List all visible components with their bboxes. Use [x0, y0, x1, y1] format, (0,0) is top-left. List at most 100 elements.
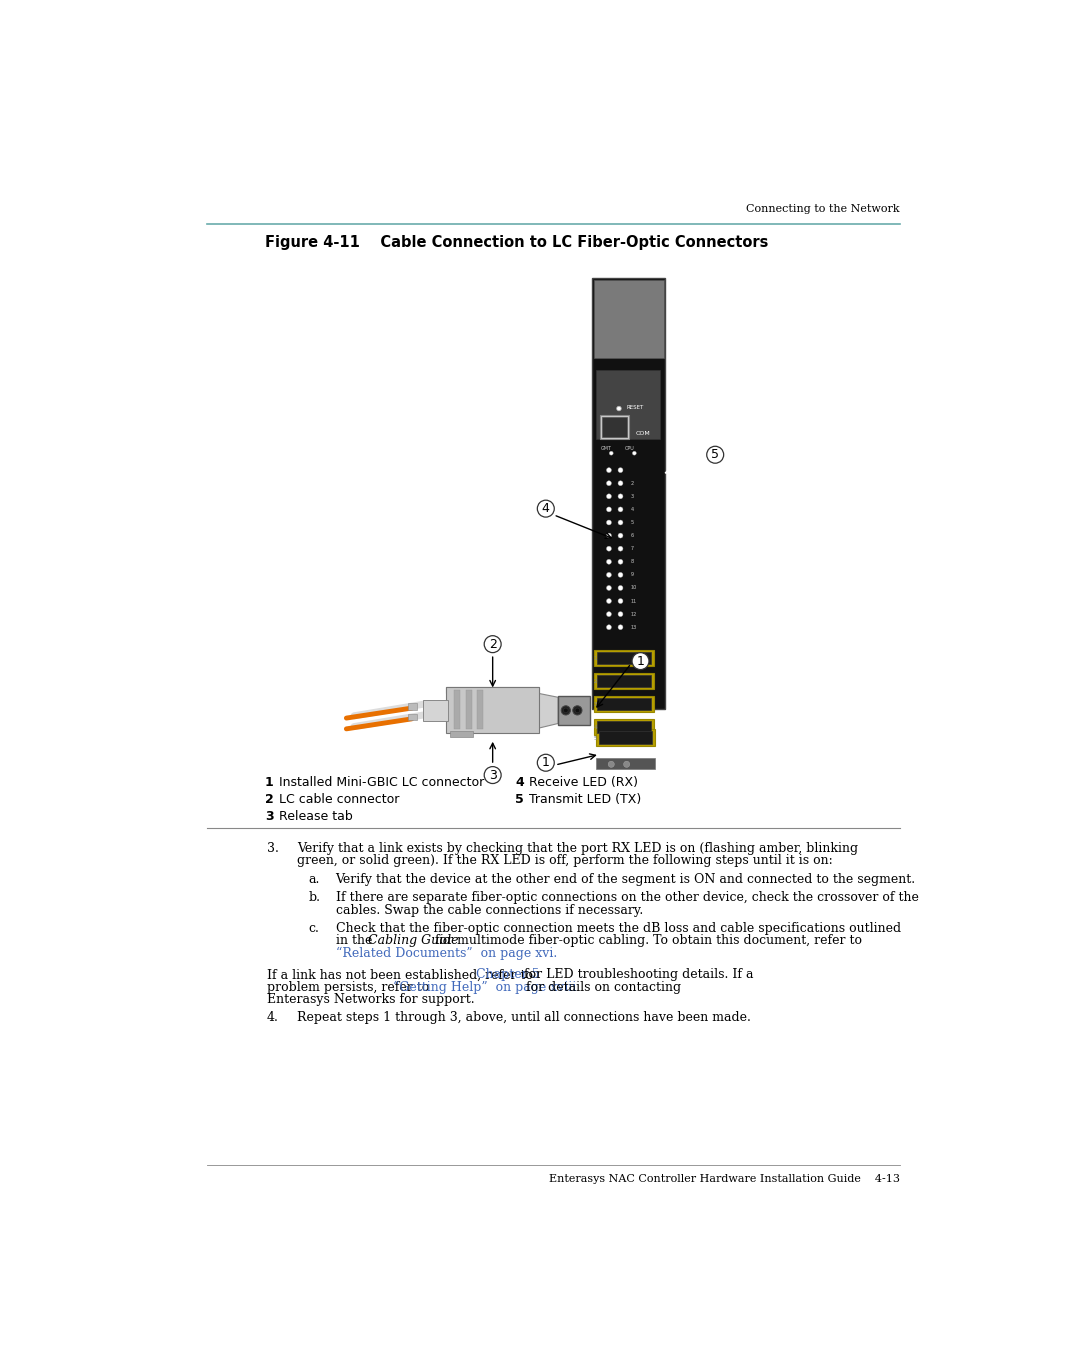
Text: green, or solid green). If the RX LED is off, perform the following steps until : green, or solid green). If the RX LED is…: [297, 854, 833, 868]
Text: c.: c.: [309, 922, 320, 936]
Circle shape: [607, 546, 611, 551]
Text: 1: 1: [594, 656, 597, 660]
Bar: [558, 696, 591, 726]
Circle shape: [538, 754, 554, 771]
Text: a.: a.: [309, 873, 320, 885]
Bar: [596, 758, 656, 769]
Circle shape: [618, 468, 623, 472]
Circle shape: [618, 546, 623, 551]
Text: 4: 4: [631, 507, 634, 512]
Bar: [599, 731, 652, 745]
Text: Verify that a link exists by checking that the port RX LED is on (flashing amber: Verify that a link exists by checking th…: [297, 842, 859, 855]
Text: 12: 12: [631, 611, 637, 617]
Text: Figure 4-11    Cable Connection to LC Fiber-Optic Connectors: Figure 4-11 Cable Connection to LC Fiber…: [265, 235, 768, 250]
Text: RESET: RESET: [626, 405, 644, 411]
Text: cables. Swap the cable connections if necessary.: cables. Swap the cable connections if ne…: [336, 903, 643, 917]
Text: for multimode fiber-optic cabling. To obtain this document, refer to: for multimode fiber-optic cabling. To ob…: [431, 934, 862, 948]
Bar: [597, 652, 650, 664]
Bar: [594, 719, 653, 735]
Text: 1: 1: [636, 655, 645, 667]
Circle shape: [607, 625, 611, 630]
Circle shape: [607, 494, 611, 499]
Bar: [455, 690, 460, 728]
Circle shape: [633, 451, 636, 456]
Text: 2: 2: [631, 480, 634, 486]
Text: 12: 12: [631, 611, 637, 617]
Text: “Related Documents”  on page xvi.: “Related Documents” on page xvi.: [336, 947, 557, 960]
Circle shape: [572, 705, 582, 715]
Bar: [597, 698, 650, 711]
Circle shape: [607, 611, 611, 617]
Circle shape: [575, 708, 580, 712]
Polygon shape: [519, 690, 558, 732]
Text: LC cable connector: LC cable connector: [279, 792, 399, 806]
Text: 5: 5: [515, 792, 524, 806]
Text: 10: 10: [631, 585, 637, 591]
Circle shape: [607, 585, 611, 591]
Text: 2: 2: [489, 637, 497, 651]
Circle shape: [623, 761, 630, 768]
Circle shape: [484, 636, 501, 652]
Text: 4: 4: [631, 507, 634, 512]
Text: Verify that the device at the other end of the segment is ON and connected to th: Verify that the device at the other end …: [336, 873, 916, 885]
Text: “Getting Help”  on page xviii: “Getting Help” on page xviii: [392, 981, 576, 994]
Bar: [465, 690, 472, 728]
Text: 7: 7: [631, 546, 634, 551]
Text: If a link has not been established, refer to: If a link has not been established, refe…: [267, 968, 537, 981]
Circle shape: [607, 533, 611, 537]
Circle shape: [618, 520, 623, 525]
Circle shape: [618, 533, 623, 537]
Circle shape: [618, 585, 623, 591]
Bar: [594, 280, 663, 359]
Circle shape: [607, 599, 611, 603]
Text: Repeat steps 1 through 3, above, until all connections have been made.: Repeat steps 1 through 3, above, until a…: [297, 1012, 751, 1024]
Text: 7: 7: [631, 546, 634, 551]
Circle shape: [562, 705, 570, 715]
Text: 2: 2: [594, 679, 597, 683]
Text: 1: 1: [265, 776, 273, 788]
Circle shape: [618, 480, 623, 486]
Bar: [596, 370, 660, 439]
Text: 5: 5: [594, 735, 597, 741]
Circle shape: [618, 573, 623, 577]
Text: Check that the fiber-optic connection meets the dB loss and cable specifications: Check that the fiber-optic connection me…: [336, 922, 901, 936]
Bar: [594, 672, 653, 689]
Circle shape: [608, 761, 615, 768]
Text: 13: 13: [631, 625, 637, 630]
Bar: [602, 417, 626, 436]
Circle shape: [607, 520, 611, 525]
Bar: [594, 696, 653, 712]
Circle shape: [607, 468, 611, 472]
Bar: [596, 728, 656, 746]
Text: 8: 8: [631, 559, 634, 565]
Circle shape: [618, 507, 623, 512]
Bar: [597, 722, 650, 734]
Circle shape: [632, 652, 649, 670]
Bar: [597, 675, 650, 687]
Text: for LED troubleshooting details. If a: for LED troubleshooting details. If a: [519, 968, 753, 981]
Polygon shape: [446, 686, 539, 693]
Text: 8: 8: [631, 559, 634, 565]
Bar: [594, 649, 653, 666]
Text: 4: 4: [594, 724, 597, 730]
Text: Chapter 5: Chapter 5: [476, 968, 540, 981]
Text: 3: 3: [631, 494, 634, 499]
Text: 4.: 4.: [267, 1012, 279, 1024]
Circle shape: [538, 501, 554, 517]
Text: 4: 4: [515, 776, 524, 788]
Text: 9: 9: [631, 573, 634, 577]
Circle shape: [607, 480, 611, 486]
Text: Release tab: Release tab: [279, 810, 352, 822]
Bar: [408, 715, 417, 720]
Text: problem persists, refer to: problem persists, refer to: [267, 981, 433, 993]
Text: 11: 11: [631, 599, 637, 603]
Text: CPU: CPU: [624, 446, 634, 451]
Text: Installed Mini-GBIC LC connector: Installed Mini-GBIC LC connector: [279, 776, 484, 788]
Bar: [592, 278, 665, 709]
Text: 3.: 3.: [267, 842, 279, 855]
Text: Connecting to the Network: Connecting to the Network: [746, 203, 900, 214]
Text: 4: 4: [542, 502, 550, 516]
Text: for details on contacting: for details on contacting: [522, 981, 681, 993]
Text: in the: in the: [336, 934, 376, 948]
Bar: [477, 690, 484, 728]
